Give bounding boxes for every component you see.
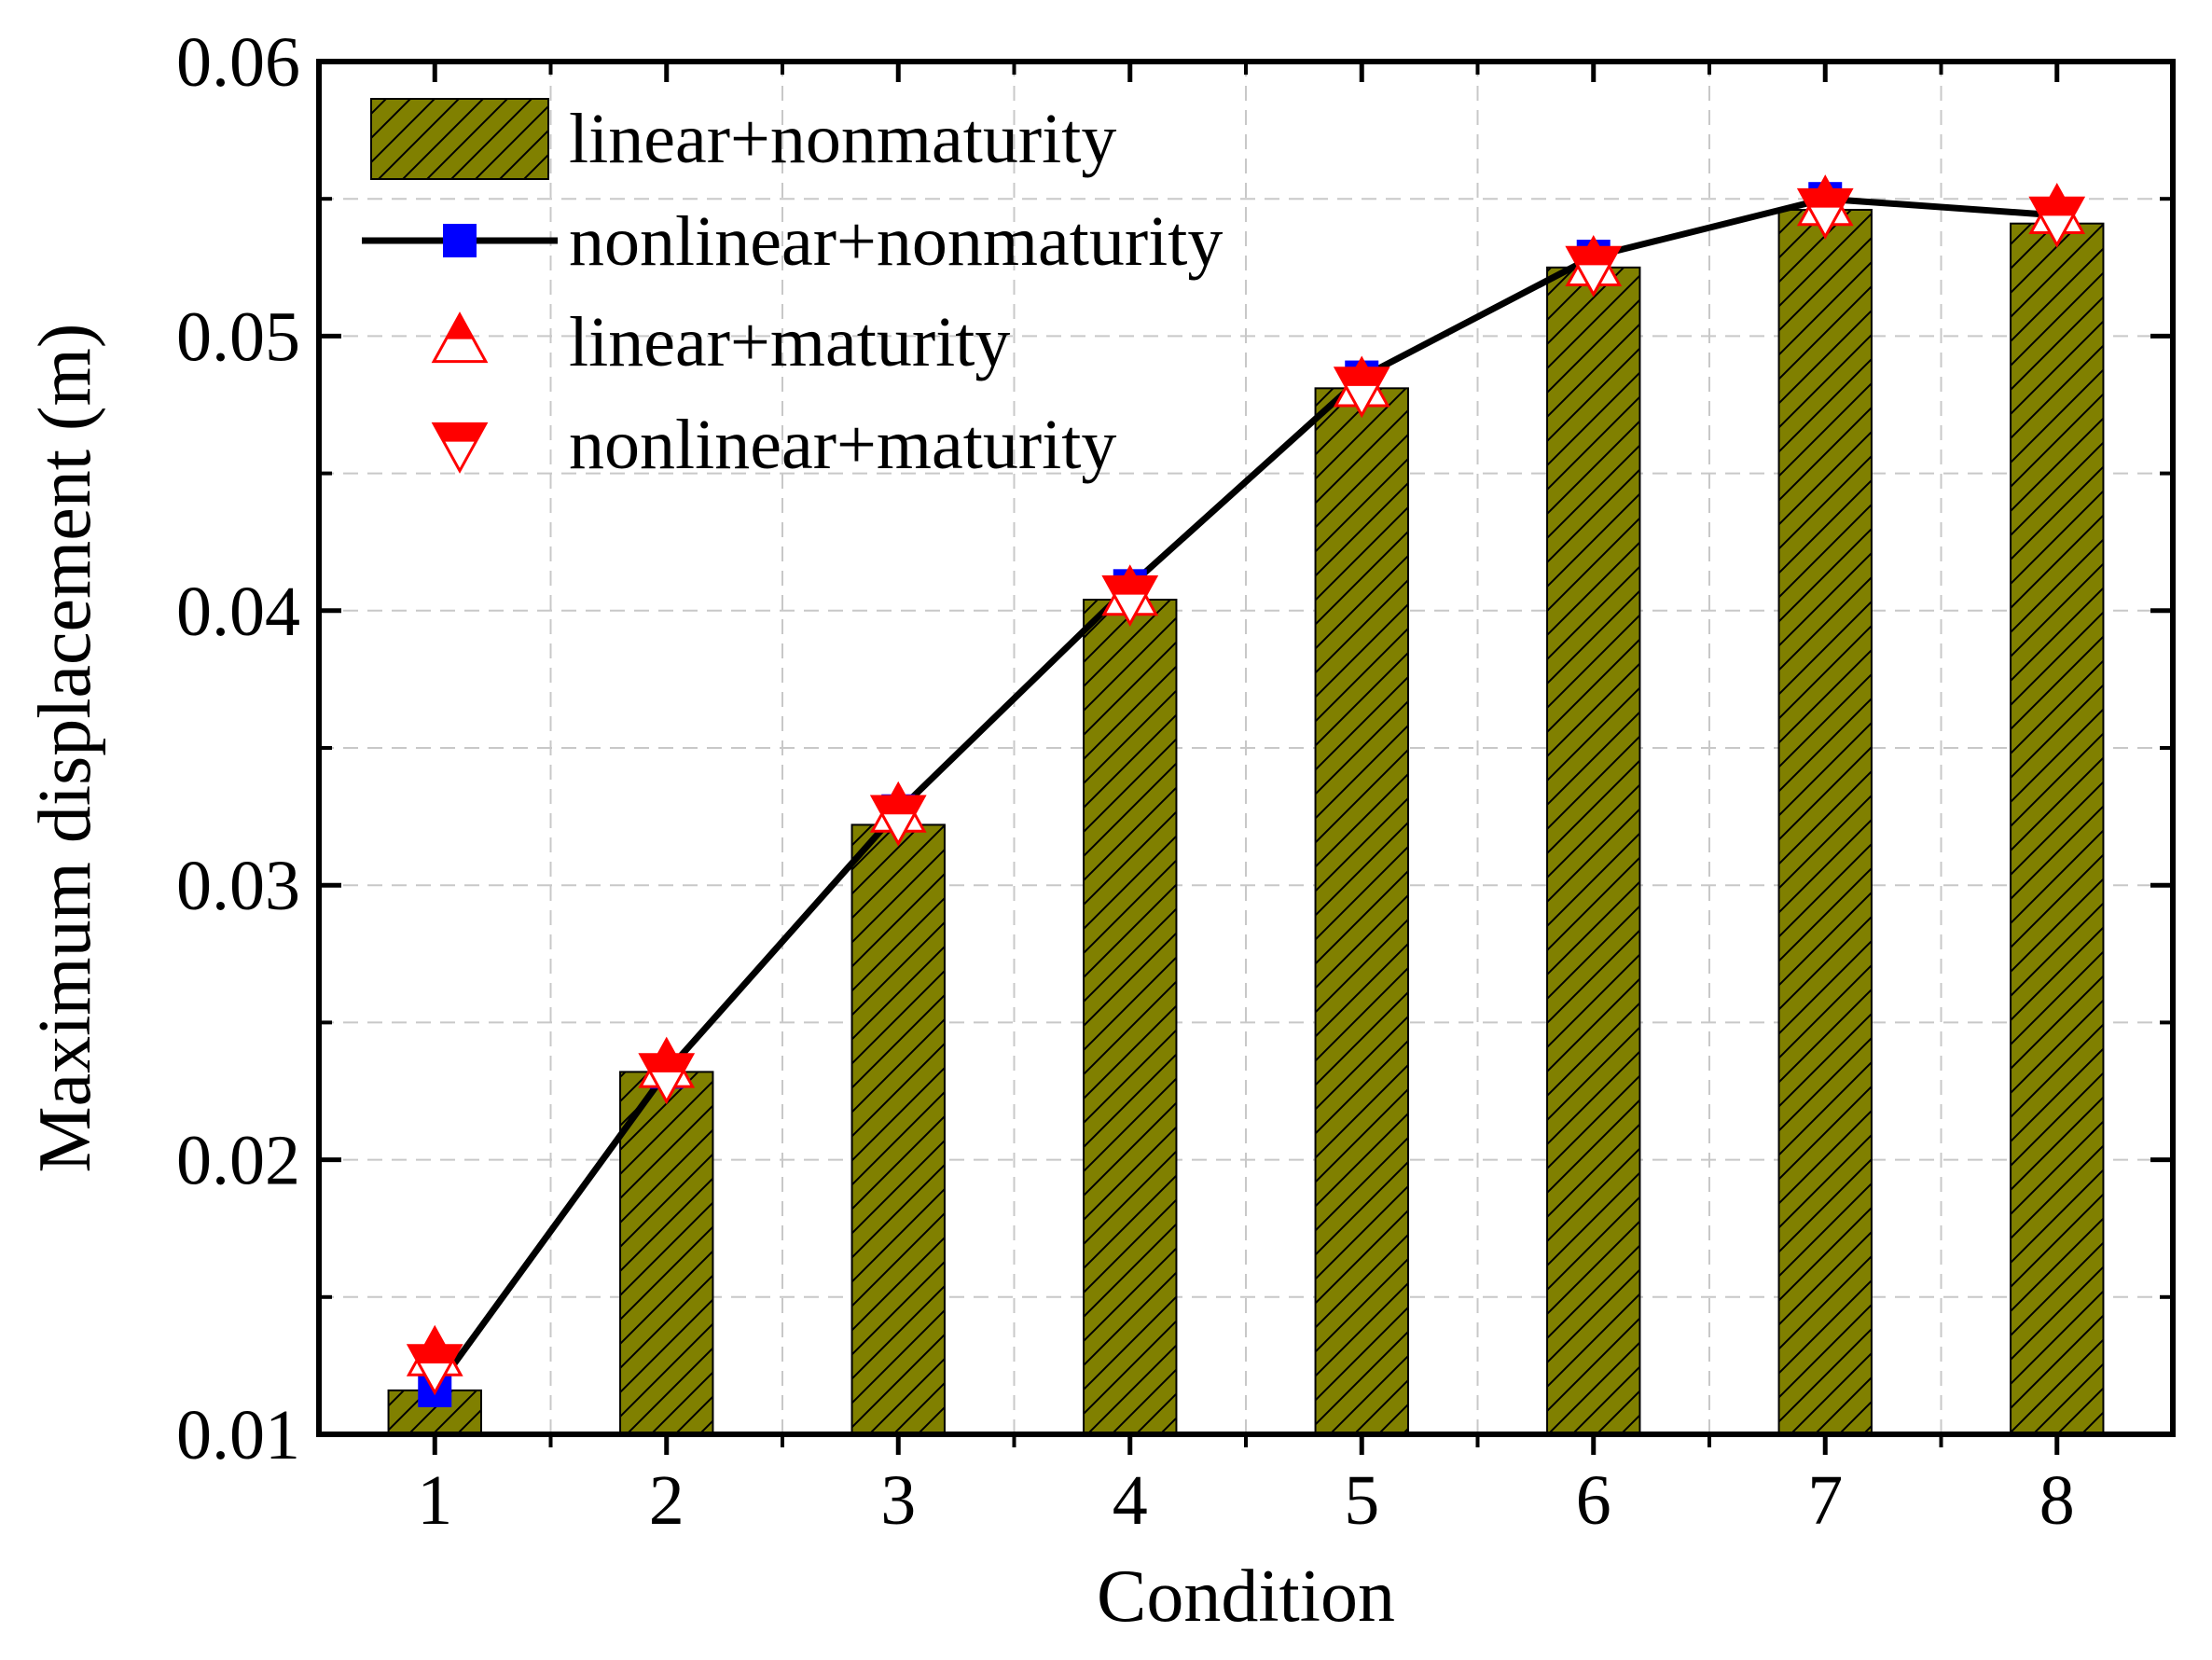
legend-triangle-down-marker: [431, 422, 489, 474]
x-tick-label: 4: [1113, 1461, 1148, 1540]
y-axis-title: Maximum displacement (m): [24, 324, 106, 1173]
bar: [1777, 208, 1873, 1436]
marker-fill: [434, 423, 486, 442]
x-axis-title: Condition: [1097, 1556, 1395, 1638]
bar: [619, 1071, 714, 1435]
x-tick-label: 2: [649, 1461, 684, 1540]
triangle-down-marker: [406, 1344, 463, 1396]
triangle-down-marker: [1796, 187, 1854, 240]
marker-fill: [446, 314, 474, 339]
triangle-down-marker: [1333, 367, 1390, 419]
x-tick-label: 1: [417, 1461, 452, 1540]
marker-fill: [872, 796, 925, 815]
marker-fill: [408, 1345, 462, 1363]
legend-label: linear+maturity: [569, 303, 1010, 381]
legend-triangle-up-marker: [431, 311, 489, 364]
legend-label: nonlinear+nonmaturity: [569, 202, 1223, 281]
legend: linear+nonmaturity nonlinear+nonmaturity l…: [362, 98, 1223, 484]
triangle-down-marker: [2028, 196, 2086, 248]
marker-fill: [1103, 576, 1156, 595]
gridlines: [319, 62, 2173, 1434]
marker-fill: [640, 1054, 693, 1072]
legend-label: linear+nonmaturity: [569, 100, 1116, 178]
triangle-down-marker: [1101, 574, 1159, 627]
x-tick-label: 8: [2039, 1461, 2075, 1540]
legend-square-marker: [443, 224, 477, 257]
triangle-down-marker: [638, 1053, 696, 1105]
y-tick-label: 0.01: [176, 1396, 300, 1474]
bar: [1546, 266, 1641, 1435]
marker-fill: [1335, 367, 1389, 386]
y-tick-label: 0.02: [176, 1122, 300, 1200]
bar: [2010, 222, 2105, 1435]
x-tick-label: 6: [1576, 1461, 1611, 1540]
triangle-down-marker: [869, 795, 927, 847]
marker-fill: [2030, 198, 2083, 216]
marker-fill: [1799, 189, 1852, 208]
line-series: [432, 195, 2057, 1392]
marker-series: [406, 174, 2086, 1407]
series-line: [432, 195, 2057, 1392]
triangle-down-marker: [1565, 245, 1623, 297]
bar: [1314, 387, 1409, 1435]
bar: [1083, 599, 1178, 1435]
bar: [850, 823, 946, 1435]
axes: 0.01 0.02 0.03 0.04 0.05 0.06 1 2 3 4 5 6 7 8: [176, 23, 2173, 1540]
y-tick-label: 0.05: [176, 297, 300, 376]
x-tick-label: 3: [880, 1461, 916, 1540]
y-tick-label: 0.03: [176, 847, 300, 925]
y-tick-label: 0.06: [176, 23, 300, 102]
marker-fill: [1567, 247, 1620, 266]
legend-bar-swatch: [370, 98, 549, 180]
x-tick-label: 7: [1807, 1461, 1843, 1540]
x-tick-label: 5: [1344, 1461, 1379, 1540]
legend-label: nonlinear+maturity: [569, 406, 1116, 484]
y-tick-label: 0.04: [176, 573, 300, 651]
